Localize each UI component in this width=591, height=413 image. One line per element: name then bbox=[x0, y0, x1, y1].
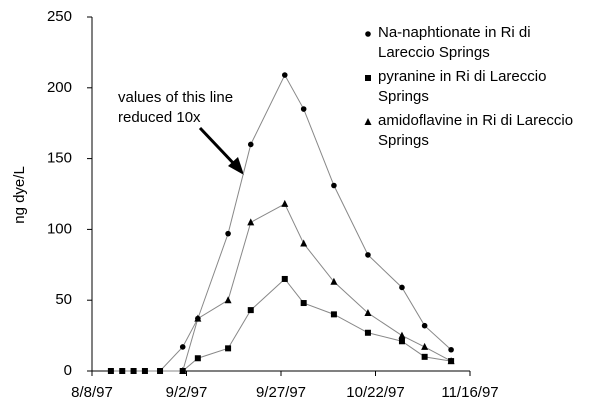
marker bbox=[365, 252, 371, 258]
marker bbox=[107, 368, 114, 374]
marker bbox=[247, 218, 255, 226]
marker bbox=[448, 346, 454, 353]
marker bbox=[281, 72, 288, 78]
marker bbox=[225, 345, 232, 352]
y-tick-label: 50 bbox=[55, 291, 72, 308]
annotation-arrow bbox=[198, 126, 238, 168]
annotation-arrowhead bbox=[228, 157, 244, 175]
marker bbox=[157, 368, 164, 374]
marker bbox=[399, 284, 405, 291]
series-markers bbox=[179, 199, 455, 374]
marker bbox=[225, 230, 231, 237]
y-axis-label: ng dye/L bbox=[11, 166, 28, 224]
x-tick-label: 10/22/97 bbox=[346, 384, 404, 401]
marker bbox=[421, 322, 428, 329]
x-tick-label: 8/8/97 bbox=[71, 384, 113, 401]
y-tick-label: 100 bbox=[47, 220, 72, 237]
legend-marker bbox=[365, 75, 371, 81]
marker bbox=[224, 296, 232, 304]
legend-text-box: Na-naphtionate in Ri di Lareccio Springs bbox=[378, 24, 531, 61]
legend-entry: amidoflavine in Ri di Lareccio Springs bbox=[364, 112, 574, 149]
marker bbox=[398, 338, 405, 345]
legend-marker bbox=[365, 31, 371, 37]
series-line bbox=[182, 203, 452, 372]
y-tick-label: 150 bbox=[47, 150, 72, 167]
annotation: reduced 10x bbox=[118, 109, 201, 126]
marker bbox=[300, 300, 307, 307]
legend-label: Na-naphtionate in Ri di Lareccio Springs bbox=[378, 24, 531, 61]
marker bbox=[281, 275, 288, 282]
marker bbox=[364, 308, 372, 316]
marker bbox=[447, 357, 455, 365]
legend-text-box: amidoflavine in Ri di Lareccio Springs bbox=[378, 112, 574, 149]
marker bbox=[300, 106, 307, 112]
legend-text-box: pyranine in Ri di Lareccio Springs bbox=[378, 68, 547, 105]
marker bbox=[130, 368, 137, 374]
legend-label: pyranine in Ri di Lareccio Springs bbox=[378, 68, 547, 105]
marker bbox=[119, 368, 126, 374]
legend-entry: pyranine in Ri di Lareccio Springs bbox=[365, 68, 547, 105]
series-markers bbox=[107, 275, 455, 374]
marker bbox=[194, 355, 201, 362]
y-tick-label: 200 bbox=[47, 79, 72, 96]
series-line bbox=[110, 278, 452, 372]
marker bbox=[330, 311, 337, 318]
marker bbox=[141, 368, 148, 374]
legend-marker bbox=[364, 118, 372, 125]
marker bbox=[179, 344, 186, 350]
x-tick-label: 9/2/97 bbox=[166, 384, 208, 401]
marker bbox=[421, 342, 429, 350]
legend-entry: Na-naphtionate in Ri di Lareccio Springs bbox=[365, 24, 531, 61]
legend-label: amidoflavine in Ri di Lareccio Springs bbox=[378, 112, 574, 149]
marker bbox=[331, 182, 337, 189]
marker bbox=[300, 239, 308, 247]
y-tick-label: 0 bbox=[64, 362, 72, 379]
marker bbox=[179, 367, 187, 374]
marker bbox=[281, 199, 289, 207]
y-tick-label: 250 bbox=[47, 8, 72, 25]
annotation: values of this line bbox=[118, 89, 233, 106]
marker bbox=[247, 141, 254, 148]
marker bbox=[364, 329, 371, 336]
x-tick-label: 11/16/97 bbox=[441, 384, 498, 401]
marker bbox=[247, 307, 254, 314]
x-tick-label: 9/27/97 bbox=[256, 384, 306, 401]
marker bbox=[330, 277, 338, 285]
marker bbox=[194, 314, 202, 322]
marker bbox=[398, 331, 406, 339]
marker bbox=[421, 353, 428, 360]
